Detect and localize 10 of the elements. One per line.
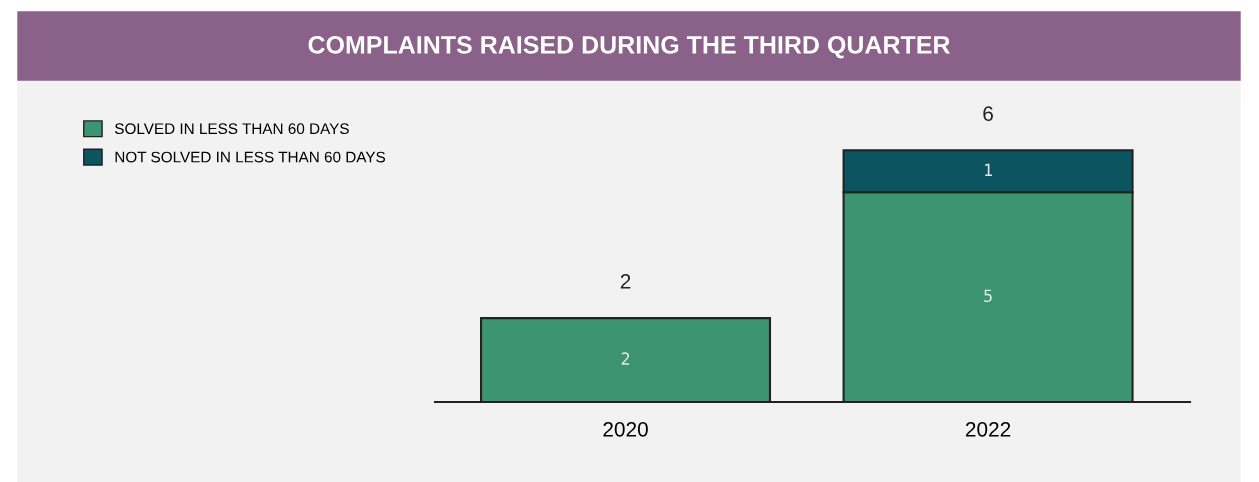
data-label: 2 [621, 352, 630, 365]
total-label: 2 [620, 274, 631, 289]
legend-label: NOT SOLVED IN LESS THAN 60 DAYS [115, 151, 386, 163]
chart-title: COMPLAINTS RAISED DURING THE THIRD QUARTER [308, 36, 951, 59]
data-label: 5 [984, 289, 992, 303]
x-tick-label: 2022 [965, 421, 1011, 437]
total-label: 6 [983, 106, 993, 122]
x-tick-label: 2020 [603, 421, 648, 437]
data-label: 1 [985, 163, 992, 176]
legend-label: SOLVED IN LESS THAN 60 DAYS [115, 123, 349, 135]
